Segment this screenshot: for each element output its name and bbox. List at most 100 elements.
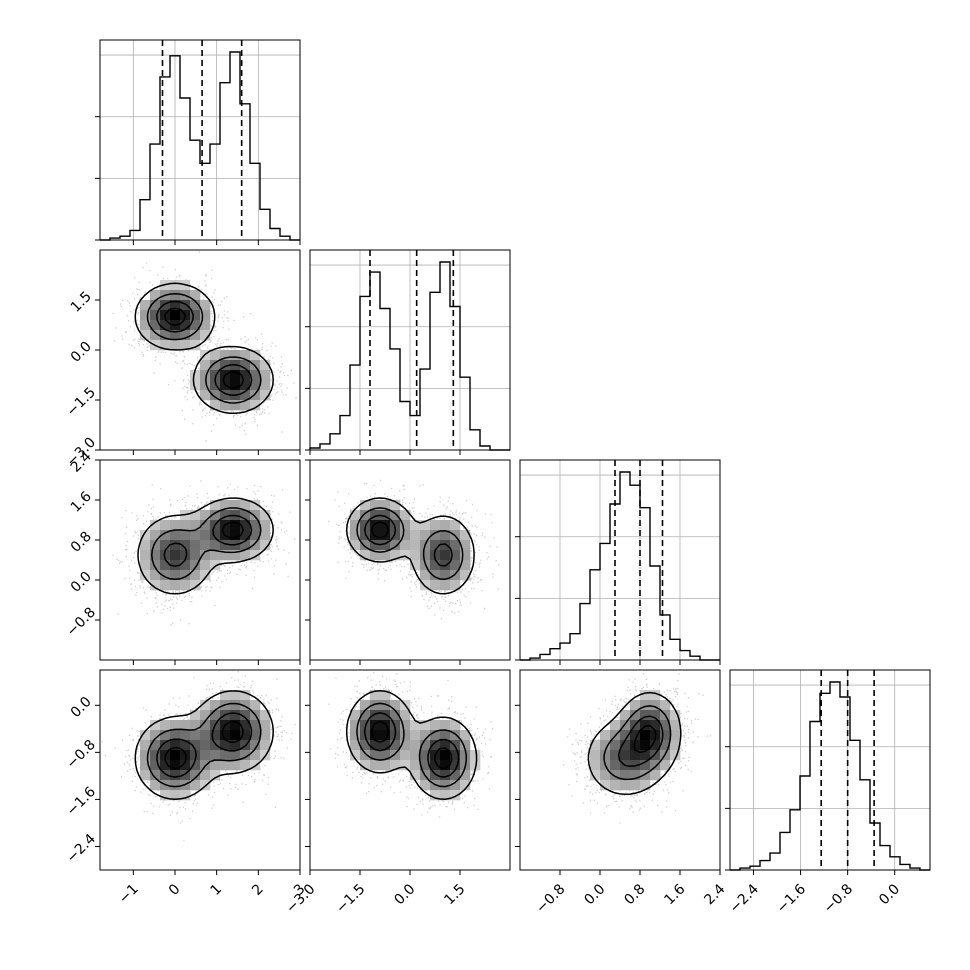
density-cell [190, 710, 201, 721]
density-cell [360, 540, 371, 551]
panel-frame-3-3 [729, 669, 931, 871]
density-cell [640, 750, 651, 761]
y-tick-label-param-4: −2.4 [64, 831, 99, 866]
density-cell [230, 710, 241, 721]
density-cell [170, 540, 181, 551]
density-cell [140, 570, 151, 581]
density-cell [380, 510, 391, 521]
density-cell [220, 550, 231, 561]
density-cell [170, 730, 181, 741]
density-cell [150, 780, 161, 791]
density-cell [250, 380, 261, 391]
histogram-param-2 [309, 261, 510, 451]
density-cell [410, 540, 421, 551]
density-cell [230, 740, 241, 751]
density-cell [180, 720, 191, 731]
density-cell [350, 540, 361, 551]
density-cell [350, 510, 361, 521]
density-cell [250, 520, 261, 531]
density-cell [440, 720, 451, 731]
contour-level-2 [151, 507, 262, 581]
density-cell [240, 540, 251, 551]
density-cell [660, 730, 671, 741]
density-cell [210, 770, 221, 781]
density-cell [350, 740, 361, 751]
density-cell [380, 730, 391, 741]
density-cell [240, 710, 251, 721]
x-tick-label-param-3: 2.4 [701, 881, 728, 908]
density-cell [440, 580, 451, 591]
density-cell [430, 570, 441, 581]
density-cell [400, 540, 411, 551]
density-cell [140, 540, 151, 551]
density-cell [420, 730, 431, 741]
density-cell [190, 530, 201, 541]
density-cell [140, 760, 151, 771]
density-cell [200, 720, 211, 731]
density-cell [190, 760, 201, 771]
y-tick-label-param-2: 1.5 [68, 289, 95, 316]
density-cell [430, 790, 441, 801]
density-cell [140, 310, 151, 321]
density-cell [410, 520, 421, 531]
density-cell [210, 500, 221, 511]
density-cell [460, 550, 471, 561]
density-cell [440, 540, 451, 551]
density-cell [160, 770, 171, 781]
density-cell [190, 540, 201, 551]
y-tick-label-param-3: −0.8 [64, 604, 99, 639]
contour-level-1 [345, 497, 475, 595]
density-cell [640, 730, 651, 741]
density-cell [140, 750, 151, 761]
density-cell [140, 770, 151, 781]
density-cell [190, 290, 201, 301]
density-cell [260, 360, 271, 371]
density-cell [660, 740, 671, 751]
density-cell [220, 740, 231, 751]
density-cell [190, 510, 201, 521]
density-cell [230, 400, 241, 411]
density-cell [430, 520, 441, 531]
density-cell [150, 760, 161, 771]
density-cell [250, 400, 261, 411]
density-cell [650, 720, 661, 731]
density-cell [390, 750, 401, 761]
density-cell [160, 300, 171, 311]
density-cell [200, 570, 211, 581]
density-cell [180, 580, 191, 591]
contour-level-2 [146, 292, 262, 404]
density-cell [250, 370, 261, 381]
density-cell [390, 720, 401, 731]
density-cell [460, 570, 471, 581]
density-cell [590, 740, 601, 751]
density-cell [370, 740, 381, 751]
axes-layer [95, 39, 931, 875]
contour-level-2 [356, 507, 464, 580]
density-cell [370, 760, 381, 771]
density-cell [390, 710, 401, 721]
density-cell [190, 310, 201, 321]
y-tick-label-param-4: −0.8 [64, 737, 99, 772]
density-cell [210, 550, 221, 561]
density-cell [670, 740, 681, 751]
density-cell [360, 550, 371, 561]
density-cell [370, 500, 381, 511]
density-cell [220, 390, 231, 401]
density-cell [240, 730, 251, 741]
density-cell [390, 550, 401, 561]
density-cell [370, 690, 381, 701]
x-tick-label-param-2: −1.5 [333, 881, 368, 916]
density-cell [380, 540, 391, 551]
density-cell [590, 770, 601, 781]
density-cell [450, 540, 461, 551]
density-cell [210, 540, 221, 551]
density-cell [230, 750, 241, 761]
density-cell [200, 390, 211, 401]
density-cell [640, 700, 651, 711]
density-cell [180, 740, 191, 751]
density-cell [350, 720, 361, 731]
density-cell [190, 370, 201, 381]
density-cell [220, 400, 231, 411]
density-cell [170, 330, 181, 341]
